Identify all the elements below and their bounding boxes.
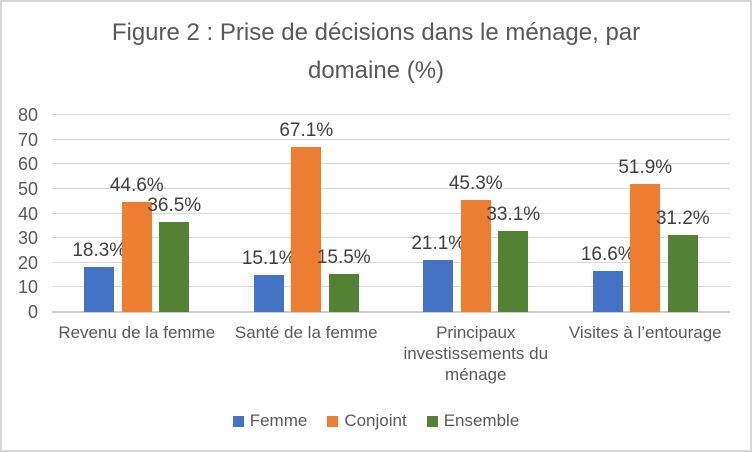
bar-ensemble <box>498 230 529 312</box>
bar-data-label: 51.9% <box>618 157 673 179</box>
x-axis-line <box>52 311 730 313</box>
y-axis-tick-label: 0 <box>27 302 38 322</box>
legend-label: Ensemble <box>443 411 520 430</box>
bar-data-label: 33.1% <box>486 203 541 225</box>
gridline <box>52 286 730 288</box>
bar-data-label: 44.6% <box>109 175 164 197</box>
y-axis-tick-label: 70 <box>17 129 38 150</box>
bar-data-label: 15.5% <box>316 246 371 268</box>
plot-area: 18.3% 44.6% 36.5% 15.1% 67.1% 15.5% 21.1% 45.3%… <box>52 114 730 313</box>
bar-femme <box>253 274 284 312</box>
legend-item-femme: Femme <box>232 411 308 431</box>
gridline <box>52 212 730 214</box>
y-axis-tick-label: 20 <box>17 252 38 273</box>
legend-swatch-icon <box>327 415 339 427</box>
x-axis-category-label: Visites à l’entourage <box>568 323 722 342</box>
bar-data-label: 15.1% <box>241 247 296 269</box>
bar-femme <box>592 271 623 312</box>
legend-swatch-icon <box>232 415 244 427</box>
gridline <box>52 261 730 263</box>
y-axis-tick-label: 10 <box>17 277 38 298</box>
legend-item-conjoint: Conjoint <box>327 411 407 431</box>
y-axis-tick-label: 80 <box>17 105 38 125</box>
gridline <box>52 187 730 189</box>
x-axis-category-label: Principaux investissements du ménage <box>403 323 549 384</box>
chart-title: Figure 2 : Prise de décisions dans le mé… <box>111 19 641 84</box>
bar-data-label: 21.1% <box>411 233 466 255</box>
bar-conjoint <box>630 184 661 312</box>
bar-ensemble <box>159 222 190 312</box>
bar-conjoint <box>121 202 152 312</box>
x-axis-category-label: Revenu de la femme <box>58 323 216 342</box>
y-axis-tick-label: 50 <box>17 178 38 199</box>
bar-conjoint <box>460 200 491 312</box>
y-axis-tick-label: 30 <box>17 228 38 249</box>
y-axis-tick-label: 60 <box>17 154 38 175</box>
legend-swatch-icon <box>426 415 438 427</box>
x-axis-category-label: Santé de la femme <box>234 323 378 342</box>
bar-data-label: 18.3% <box>72 239 127 261</box>
legend-item-ensemble: Ensemble <box>426 411 520 431</box>
bar-ensemble <box>328 273 359 312</box>
bar-conjoint <box>291 146 322 312</box>
bar-data-label: 45.3% <box>448 173 503 195</box>
gridline <box>52 237 730 239</box>
bar-data-label: 31.2% <box>655 208 710 230</box>
gridline <box>52 114 730 115</box>
bar-data-label: 36.5% <box>147 195 202 217</box>
bar-femme <box>84 266 115 312</box>
gridline <box>52 138 730 140</box>
legend-label: Conjoint <box>344 411 407 430</box>
legend: Femme Conjoint Ensemble <box>2 411 750 431</box>
bar-femme <box>423 260 454 312</box>
bar-data-label: 16.6% <box>580 244 635 266</box>
gridline <box>52 163 730 165</box>
bar-ensemble <box>667 235 698 312</box>
bar-data-label: 67.1% <box>279 119 334 141</box>
legend-label: Femme <box>249 411 308 430</box>
y-axis-tick-label: 40 <box>17 203 38 224</box>
